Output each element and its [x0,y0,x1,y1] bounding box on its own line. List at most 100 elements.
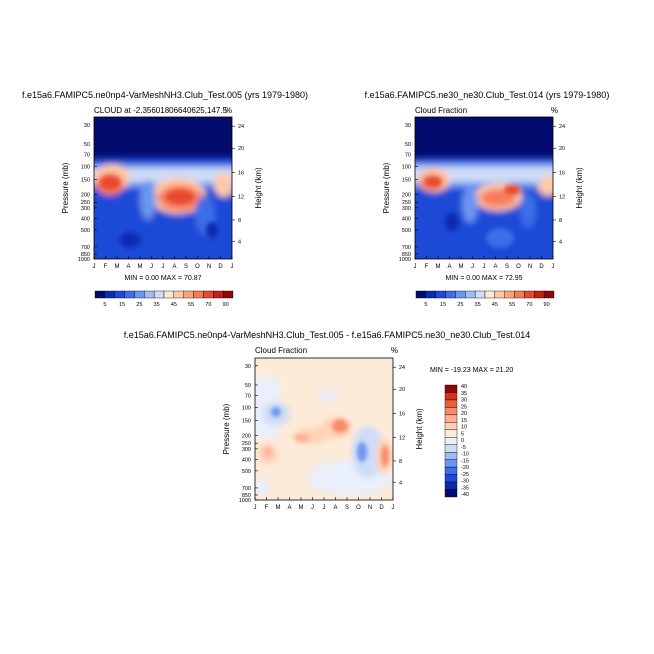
x-tick-label: S [345,505,349,511]
panel-1-ylabel: Pressure (mb) [61,162,70,213]
y-tick-label: 50 [84,142,90,148]
y-right-tick-label: 16 [559,170,565,176]
colorbar-swatch [193,290,204,299]
x-tick-label: J [552,264,555,270]
colorbar-swatch [543,290,555,299]
colorbar-label: -25 [461,472,469,478]
colorbar-label: 0 [461,438,464,444]
y-tick-label: 850 [242,493,251,499]
colorbar-swatch [444,407,458,416]
panel-2-unit: % [551,106,558,115]
y-right-tick-label: 16 [399,411,405,417]
x-tick-label: N [528,264,532,270]
y-right-tick-label: 4 [559,239,562,245]
y-tick-label: 50 [245,383,251,389]
x-tick-label: O [356,505,361,511]
x-tick-label: S [184,264,188,270]
panel-1-field [94,117,232,259]
y-tick-label: 250 [81,200,90,206]
panel-3-ylabel-right: Height (km) [415,408,424,450]
colorbar-swatch [444,399,458,408]
colorbar-swatch [104,290,115,299]
y-right-tick-label: 8 [238,218,241,224]
panel-2: f.e15a6.FAMIPC5.ne30_ne30.Club_Test.014 … [365,90,610,308]
x-tick-label: M [115,264,120,270]
y-tick-label: 700 [402,245,411,251]
x-tick-label: M [459,264,464,270]
y-right-tick-label: 16 [238,170,244,176]
colorbar-swatch [444,452,458,460]
panel-1-ylabel-right: Height (km) [254,167,263,209]
colorbar-label: 15 [440,302,446,308]
colorbar-swatch [465,290,476,299]
colorbar-label: 45 [492,302,498,308]
panel-1-stats: MIN = 0.00 MAX = 70.87 [124,275,201,282]
panel-2-subtitle: Cloud Fraction [415,106,467,115]
x-tick-label: A [287,505,291,511]
panel-1-colorbar: 5 15 25 35 45 55 70 90 [94,290,234,308]
colorbar-label: 40 [461,384,467,390]
y-tick-label: 30 [405,123,411,129]
colorbar-label: 20 [461,411,467,417]
colorbar-swatch [494,290,505,299]
y-tick-label: 200 [242,433,251,439]
y-tick-label: 200 [81,192,90,198]
y-tick-label: 100 [402,165,411,171]
y-tick-label: 50 [405,142,411,148]
colorbar-swatch [114,290,125,299]
colorbar-label: -35 [461,485,469,491]
y-tick-label: 300 [402,206,411,212]
y-tick-label: 850 [81,252,90,258]
y-tick-label: 500 [242,469,251,475]
y-tick-label: 1000 [239,498,251,504]
colorbar-swatch [183,290,194,299]
x-tick-label: J [471,264,474,270]
y-tick-label: 250 [402,200,411,206]
x-tick-label: J [414,264,417,270]
panel-3-axes: J F M A M J J A S O N D J305070100150200250300400500… [239,364,405,511]
x-tick-label: J [93,264,96,270]
panel-3-subtitle: Cloud Fraction [255,346,307,355]
y-tick-label: 700 [242,486,251,492]
y-tick-label: 1000 [78,257,90,263]
panel-2-ylabel: Pressure (mb) [382,162,391,213]
y-right-tick-label: 12 [399,436,405,442]
panel-1: f.e15a6.FAMIPC5.ne0np4-VarMeshNH3.Club_T… [22,90,308,308]
x-tick-label: J [150,264,153,270]
colorbar-label: 5 [103,302,106,308]
panel-3-field [255,358,393,500]
x-tick-label: O [195,264,200,270]
y-right-tick-label: 20 [559,146,565,152]
panel-1-title: f.e15a6.FAMIPC5.ne0np4-VarMeshNH3.Club_T… [22,90,308,100]
colorbar-label: 35 [154,302,160,308]
y-right-tick-label: 12 [238,195,244,201]
colorbar-swatch [444,481,458,490]
colorbar-label: 90 [223,302,229,308]
colorbar-swatch [153,290,165,299]
colorbar-label: 25 [457,302,463,308]
y-tick-label: 400 [81,217,90,223]
y-tick-label: 400 [402,217,411,223]
colorbar-swatch [444,392,458,401]
x-tick-label: D [218,264,223,270]
x-tick-label: J [162,264,165,270]
x-tick-label: A [333,505,337,511]
colorbar-swatch [173,290,184,299]
panel-3-ylabel: Pressure (mb) [222,403,231,454]
y-tick-label: 150 [402,177,411,183]
x-tick-label: D [539,264,544,270]
y-tick-label: 150 [81,177,90,183]
y-right-tick-label: 12 [559,195,565,201]
panel-2-stats: MIN = 0.00 MAX = 72.95 [445,275,522,282]
colorbar-swatch [444,429,458,438]
x-tick-label: J [231,264,234,270]
y-tick-label: 250 [242,441,251,447]
colorbar-label: 25 [461,404,467,410]
colorbar-label: 55 [509,302,515,308]
colorbar-label: 45 [171,302,177,308]
colorbar-swatch [425,290,436,299]
y-right-tick-label: 8 [559,218,562,224]
colorbar-label: 10 [461,425,467,431]
y-tick-label: 700 [81,245,90,251]
